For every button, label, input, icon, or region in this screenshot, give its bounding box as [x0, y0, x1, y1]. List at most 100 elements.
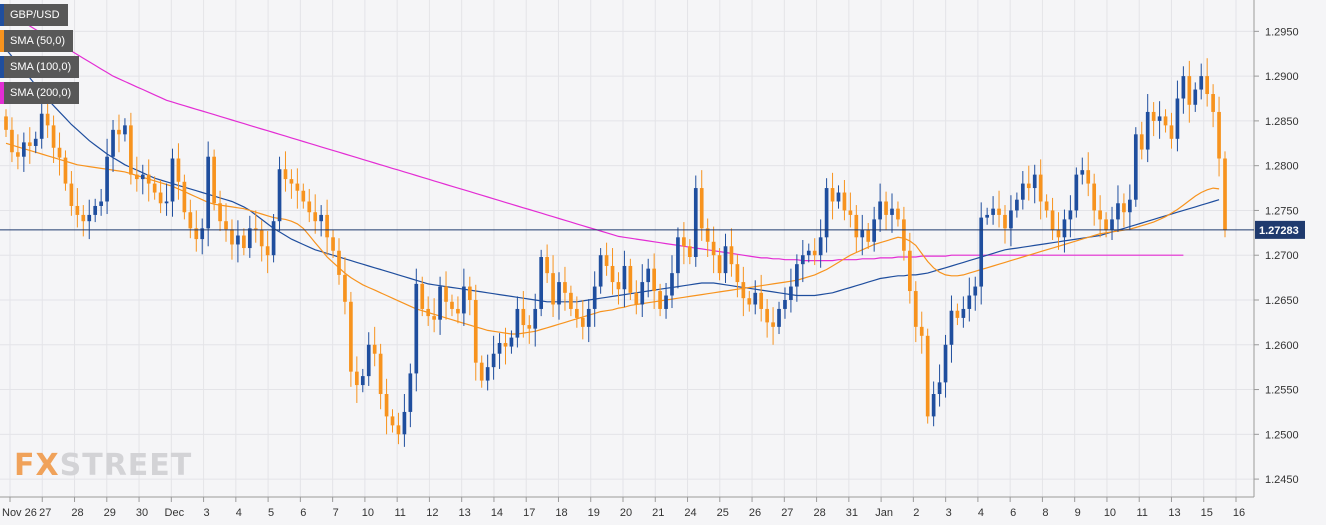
x-tick-label: 24: [684, 507, 696, 519]
candle-body: [63, 157, 68, 184]
candle: [824, 178, 829, 253]
candle: [670, 255, 674, 309]
candle-body: [693, 188, 698, 258]
candle: [598, 248, 603, 294]
candle-body: [902, 219, 906, 251]
candle: [105, 138, 109, 215]
candle-body: [384, 394, 389, 417]
candle-body: [426, 308, 431, 317]
candle: [337, 238, 341, 285]
candle-body: [646, 268, 651, 283]
candle: [1211, 84, 1215, 128]
candle: [652, 253, 656, 309]
candle-body: [717, 255, 722, 274]
candle-body: [1092, 183, 1097, 211]
candle-body: [771, 322, 775, 327]
candle: [450, 294, 454, 317]
legend-item-sma50[interactable]: SMA (50,0): [0, 30, 74, 52]
y-tick-label: 1.2550: [1265, 385, 1299, 397]
candle: [271, 214, 276, 263]
candle-body: [218, 203, 222, 222]
candle-body: [1175, 98, 1180, 139]
candle-body: [105, 156, 109, 202]
candle: [212, 149, 216, 211]
candle-body: [93, 205, 98, 215]
candle-body: [890, 208, 894, 215]
candle-body: [884, 201, 888, 215]
candle-body: [961, 308, 966, 318]
candle: [527, 315, 532, 344]
candle-body: [366, 344, 371, 377]
candle: [99, 188, 103, 216]
candle-body: [307, 201, 312, 213]
candle-body: [354, 371, 359, 386]
y-tick-label: 1.2800: [1265, 161, 1299, 173]
candle-body: [1128, 199, 1132, 213]
candle: [515, 296, 520, 348]
candle: [140, 164, 145, 195]
candle: [16, 134, 20, 170]
candle-body: [955, 310, 960, 318]
candle-body: [456, 308, 460, 314]
candle: [979, 202, 984, 305]
candle-body: [735, 264, 740, 283]
candle: [586, 299, 591, 343]
candle: [301, 183, 306, 209]
candle-body: [1199, 76, 1204, 90]
candle-body: [432, 316, 436, 320]
candle: [1193, 82, 1198, 112]
candle: [1015, 192, 1019, 218]
candle: [307, 188, 312, 223]
legend-item-sma200[interactable]: SMA (200,0): [0, 82, 80, 104]
candle-body: [1080, 170, 1085, 175]
candle: [908, 232, 912, 304]
candle-body: [277, 169, 282, 222]
candle: [646, 258, 651, 298]
candle-body: [485, 367, 490, 381]
candle-body: [979, 217, 984, 287]
candle-body: [628, 265, 633, 293]
candle-body: [919, 326, 924, 336]
x-tick-label: 27: [781, 507, 793, 519]
candle: [533, 293, 538, 347]
candle-body: [182, 181, 187, 213]
candle-body: [658, 291, 662, 309]
x-tick-label: Nov 26: [2, 507, 37, 519]
candle-body: [1187, 76, 1192, 105]
candle-body: [1110, 219, 1114, 231]
candle-body: [39, 113, 44, 139]
candle-body: [515, 308, 520, 338]
legend-item-gbpusd[interactable]: GBP/USD: [0, 4, 68, 26]
candle: [777, 301, 781, 335]
candle-body: [295, 183, 300, 191]
legend-swatch-sma100: [0, 56, 4, 78]
candle: [563, 266, 567, 311]
candle-body: [949, 310, 954, 345]
legend-item-sma100[interactable]: SMA (100,0): [0, 56, 80, 78]
candle: [806, 243, 811, 263]
candle-body: [479, 362, 484, 381]
x-tick-label: 11: [394, 507, 405, 519]
candle: [402, 394, 407, 447]
candle-body: [1211, 94, 1215, 112]
candle-body: [580, 317, 585, 327]
candle-body: [1098, 210, 1102, 220]
candle-body: [313, 212, 318, 222]
candle: [1133, 127, 1138, 207]
candle-body: [676, 237, 680, 274]
candle-body: [164, 201, 169, 204]
candle: [592, 271, 597, 327]
candle-body: [687, 246, 692, 258]
x-tick-label: Dec: [165, 507, 185, 519]
candle-body: [610, 265, 615, 283]
candle-body: [420, 283, 425, 309]
candle: [961, 296, 966, 328]
candle: [551, 255, 555, 318]
candle: [747, 291, 752, 312]
candle: [51, 115, 56, 163]
x-tick-label: 4: [978, 507, 984, 519]
candle-body: [1181, 76, 1186, 99]
candle: [1050, 197, 1055, 240]
candle: [283, 151, 288, 192]
candle-body: [634, 292, 639, 305]
